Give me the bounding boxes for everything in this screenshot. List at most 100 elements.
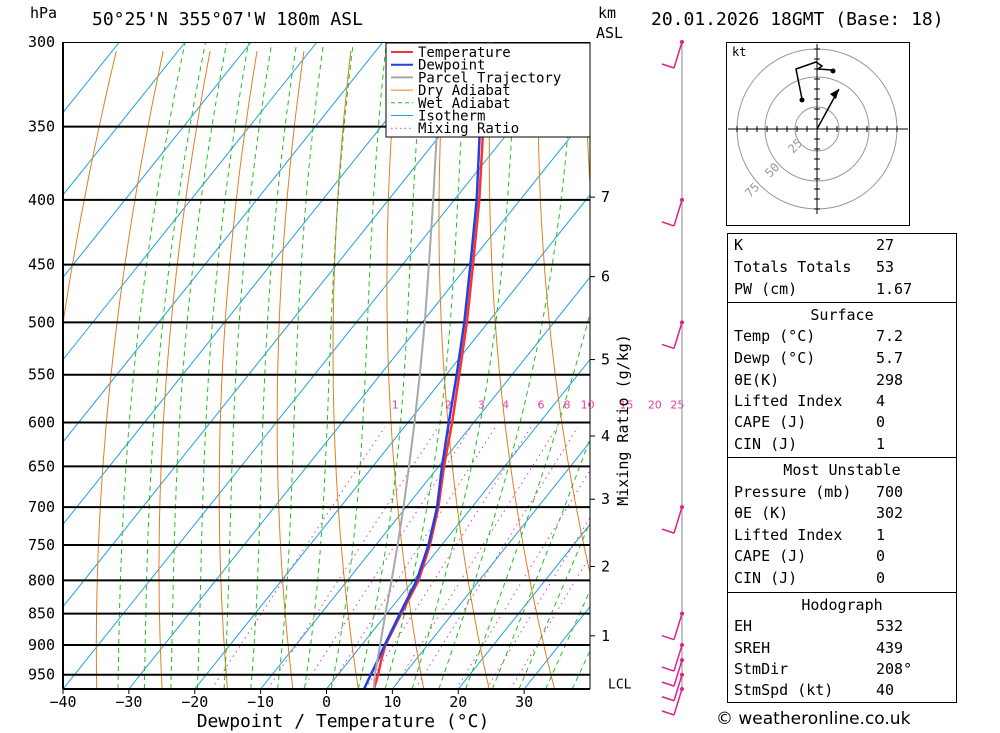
surface-row: θE(K) 298 [732,370,952,391]
wet-adiabat-line [518,521,590,689]
wind-barb-flag [661,666,675,672]
km-tick-label: 4 [601,427,610,445]
wet-adiabat-line [465,311,590,689]
wind-barb-flag [661,221,675,227]
km-tick-label: 7 [601,188,610,206]
wet-adiabat-line [357,42,425,689]
most-unstable-title: Most Unstable [783,461,901,479]
pressure-tick-label: 850 [28,605,55,623]
wind-barb-flag [661,63,675,69]
mixing-ratio-label: 2 [445,398,452,411]
pressure-tick-label: 700 [28,498,55,516]
hodograph-row: StmDir 208° [732,659,952,680]
most-unstable-label: CIN (J) [734,569,798,587]
index-label: K [734,236,744,254]
indices-panel: K 27 Totals Totals 53 PW (cm) 1.67 Surface … [727,233,957,703]
wet-adiabat-line [196,42,250,689]
mixing-ratio-label: 20 [648,398,662,411]
dry-adiabat-line [276,51,305,689]
dry-adiabat-line [584,51,590,192]
surface-title: Surface [810,306,874,324]
dry-adiabat-line [63,50,117,326]
wind-barb-shaft [673,688,683,716]
copyright-text: © weatheronline.co.uk [716,709,911,729]
most-unstable-row: Lifted Index 1 [732,525,952,546]
wind-barb-flag [661,343,675,350]
location-title: 50°25'N 355°07'W 180m ASL [92,9,363,30]
temperature-series-line [372,42,493,689]
km-tick-label: 5 [601,351,610,369]
isotherm-line [63,42,581,689]
surface-value: 1 [876,435,886,453]
pressure-tick-label: 900 [28,636,55,654]
hodograph-row: StmSpd (kt) 40 [732,680,952,701]
mixing-ratio-label: 10 [581,398,595,411]
isotherm-line [128,111,590,689]
hodograph-row: SREH 439 [732,638,952,659]
surface-value: 0 [876,413,886,431]
wet-adiabat-line [438,42,576,689]
surface-row: Dewp (°C) 5.7 [732,348,952,369]
wind-barb [661,40,684,69]
index-label: PW (cm) [734,280,798,298]
mixing-ratio-label: 6 [537,398,544,411]
wind-barb [661,320,684,350]
pressure-tick-label: 650 [28,457,55,475]
divider [728,302,956,303]
temperature-tick-label: 20 [449,693,467,711]
hodograph-value: 40 [876,681,895,699]
legend-entry-label: Wet Adiabat [418,96,511,112]
wind-barb-flag [661,710,675,716]
dry-adiabat-line [218,51,258,689]
most-unstable-label: CAPE (J) [734,547,807,565]
mixing-ratio-label: 1 [392,398,399,411]
wet-adiabat-line [117,42,186,689]
index-value: 27 [876,236,895,254]
km-tick-label: 3 [601,490,610,508]
pressure-tick-label: 550 [28,366,55,384]
surface-label: CAPE (J) [734,413,807,431]
temperature-tick-label: 30 [515,693,533,711]
dry-adiabat-line [632,51,700,689]
wind-barb-shaft [673,674,683,701]
legend-entry-label: Mixing Ratio [418,121,519,137]
wind-barb-shaft [673,644,683,672]
wet-adiabat-line [491,437,590,689]
pressure-tick-label: 500 [28,313,55,331]
wet-adiabat-line [571,649,590,689]
pressure-tick-label: 400 [28,191,55,209]
asl-label: ASL [596,24,624,42]
temperature-tick-label: −10 [247,693,274,711]
hodograph-trace-end-dot [830,68,836,74]
wet-adiabat-line [250,42,298,689]
hodograph-unit-label: kt [732,45,747,59]
dry-adiabat-line [488,51,555,689]
index-row: K 27 [732,235,952,256]
surface-label: Temp (°C) [734,327,816,345]
dry-adiabat-line [386,51,425,689]
hodograph-label: StmDir [734,660,789,678]
isotherm-line [63,42,450,526]
index-label: Totals Totals [734,258,852,276]
hodograph-label: SREH [734,639,771,657]
hodograph-value: 532 [876,617,904,635]
surface-label: Lifted Index [734,392,843,410]
most-unstable-row: θE (K) 302 [732,503,952,524]
temperature-tick-label: 0 [322,693,331,711]
wind-barb-shaft [673,199,683,227]
mixing-ratio-line [267,426,439,689]
dewpoint-series-line [362,42,490,689]
surface-label: θE(K) [734,371,780,389]
dry-adiabat-line [158,51,211,689]
hodograph-label: StmSpd (kt) [734,681,834,699]
surface-row: CAPE (J) 0 [732,412,952,433]
mixing-ratio-label: 4 [502,398,509,411]
isotherm-line [63,42,186,196]
wind-barb [661,197,684,227]
most-unstable-value: 302 [876,504,904,522]
isotherm-line [326,358,590,689]
surface-label: CIN (J) [734,435,798,453]
wet-adiabat-line [223,42,273,689]
km-tick-label: 6 [601,268,610,286]
mixing-ratio-line [327,426,496,689]
